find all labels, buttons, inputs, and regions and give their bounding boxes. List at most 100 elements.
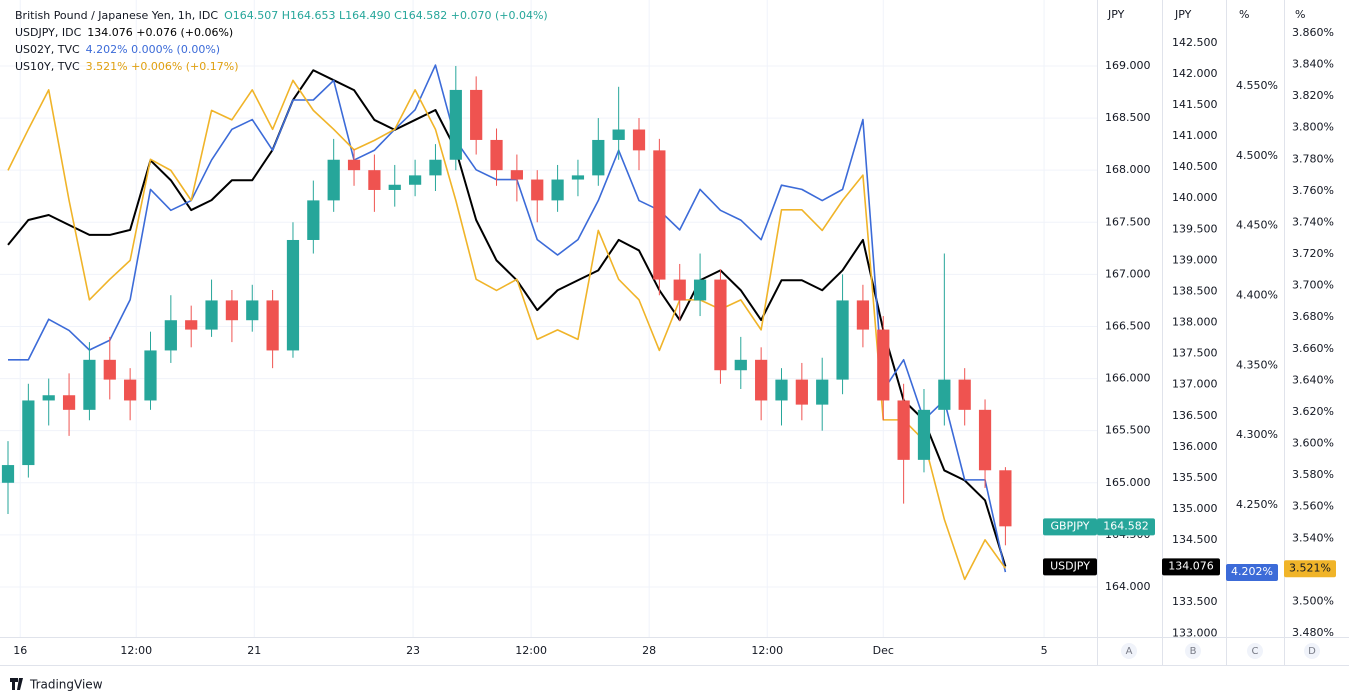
axis-letter: B [1190, 646, 1197, 657]
y-tick-label: 140.500 [1172, 160, 1218, 173]
candle-body [103, 359, 116, 380]
axis-unit: % [1239, 8, 1249, 21]
candle-body [42, 395, 55, 401]
footer-brand: TradingView [29, 678, 103, 692]
logo-icon [10, 678, 23, 690]
y-tick-label: 140.000 [1172, 191, 1218, 204]
candle-body [327, 159, 340, 201]
axis-letter: C [1252, 646, 1259, 657]
y-tick-label: 168.000 [1105, 163, 1151, 176]
y-tick-label: 133.000 [1172, 626, 1218, 639]
grid [0, 0, 1097, 637]
legend-title: US10Y, TVC [15, 60, 80, 73]
y-tick-label: 133.500 [1172, 595, 1218, 608]
y-tick-label: 3.640% [1292, 373, 1334, 386]
plot [1, 64, 1012, 581]
candle-body [388, 184, 401, 190]
candle-body [225, 300, 239, 321]
y-tick-label: 3.800% [1292, 121, 1334, 134]
y-tick-label: 3.600% [1292, 437, 1334, 450]
legend-entry: USDJPY, IDC 134.076 +0.076 (+0.06%) [15, 26, 233, 39]
axis-letter: A [1126, 646, 1133, 657]
x-tick-label: 12:00 [515, 644, 547, 657]
axis-letter-badge [1185, 643, 1201, 659]
y-tick-label: 4.400% [1236, 289, 1278, 302]
y-tick-label: 3.500% [1292, 594, 1334, 607]
candle-body [897, 400, 910, 460]
series-last-tag-bg [1162, 558, 1220, 576]
candle-body [144, 350, 157, 401]
candle-body [449, 89, 462, 160]
y-tick-label: 136.000 [1172, 440, 1218, 453]
legend-entry: British Pound / Japanese Yen, 1h, IDC O16… [15, 9, 548, 22]
candle-body [470, 89, 483, 140]
y-tick-label: 3.860% [1292, 26, 1334, 39]
series-line [7, 69, 1007, 567]
last-name-tag: GBPJPY [1050, 519, 1089, 532]
y-tick-label: 139.000 [1172, 253, 1218, 266]
y-tick-label: 3.820% [1292, 89, 1334, 102]
candle-body [266, 300, 279, 351]
y-tick-label: 169.000 [1105, 59, 1151, 72]
legend-title: British Pound / Japanese Yen, 1h, IDC [15, 9, 218, 22]
legend-entry: US10Y, TVC 3.521% +0.006% (+0.17%) [15, 60, 239, 73]
candle-body [1, 465, 15, 483]
x-tick-label: 5 [1041, 644, 1048, 657]
y-tick-label: 135.500 [1172, 471, 1218, 484]
candle-body [347, 159, 361, 171]
candle-body [408, 175, 422, 185]
y-tick-label: 3.540% [1292, 531, 1334, 544]
candle-body [164, 320, 177, 351]
legend-stats: 4.202% 0.000% (0.00%) [86, 43, 220, 56]
candle-body [490, 139, 503, 171]
series-line [8, 64, 1007, 573]
y-tick-label: 166.500 [1105, 319, 1151, 332]
legend-stats: 3.521% +0.006% (+0.17%) [86, 60, 239, 73]
y-tick-label: 3.660% [1292, 342, 1334, 355]
candle-body [653, 150, 666, 280]
candle-body [877, 329, 890, 401]
y-tick-label: 3.620% [1292, 405, 1334, 418]
series-name-tag: USDJPY [1050, 559, 1090, 572]
candle-body [612, 129, 625, 140]
y-tick-label: 3.480% [1292, 626, 1334, 639]
axis-unit: JPY [1174, 8, 1192, 21]
y-tick-label: 3.680% [1292, 310, 1334, 323]
candle-body [83, 359, 96, 410]
series-name-tag-bg [1043, 558, 1097, 576]
axis-letter-badge [1304, 643, 1320, 659]
legend-stats: O164.507 H164.653 L164.490 C164.582 +0.0… [224, 9, 548, 22]
series-last-tag-bg [1284, 560, 1336, 578]
y-tick-label: 142.000 [1172, 67, 1218, 80]
y-tick-label: 4.350% [1236, 358, 1278, 371]
candle-body [978, 409, 992, 471]
y-tick-label: 4.250% [1236, 498, 1278, 511]
last-name-tag-bg [1043, 518, 1097, 536]
series-last-tag: 3.521% [1289, 561, 1331, 574]
candle-body [368, 170, 381, 190]
axis-letter: D [1308, 646, 1316, 657]
candle-body [205, 300, 218, 330]
series-last-tag-bg [1226, 564, 1278, 582]
y-tick-label: 167.500 [1105, 215, 1151, 228]
candle-body [917, 409, 931, 460]
y-tick-label: 3.700% [1292, 279, 1334, 292]
axis-letter-badge [1121, 643, 1137, 659]
y-tick-label: 168.500 [1105, 111, 1151, 124]
y-tick-label: 136.500 [1172, 409, 1218, 422]
legend-stats: 134.076 +0.076 (+0.06%) [87, 26, 233, 39]
candle-body [816, 379, 829, 405]
candle-body [856, 300, 870, 330]
y-tick-label: 3.580% [1292, 468, 1334, 481]
axis-letter-badge [1247, 643, 1263, 659]
candle-body [531, 179, 544, 201]
candle-body [551, 179, 564, 201]
candle-body [246, 300, 259, 321]
x-tick-label: 23 [406, 644, 420, 657]
candle-body [795, 379, 808, 405]
y-tick-label: 4.450% [1236, 219, 1278, 232]
overlay: 16 12:00 21 23 12:00 28 12:00 Dec 5 JPY 164.000 164… [13, 8, 1336, 659]
x-tick-label: 12:00 [751, 644, 783, 657]
y-tick-label: 4.300% [1236, 428, 1278, 441]
